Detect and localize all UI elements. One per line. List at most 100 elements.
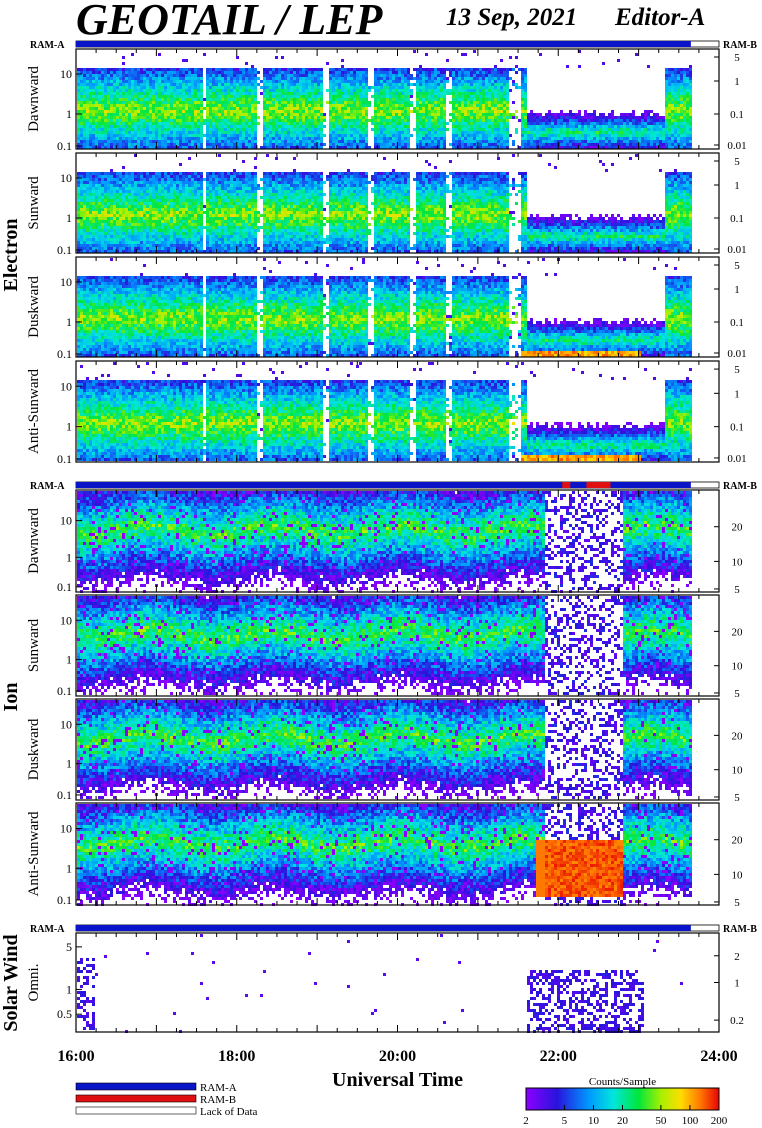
colorbar-tick-label: 2	[523, 1115, 529, 1127]
solar-wind-ram-bar-label-right: RAM-B	[723, 924, 757, 935]
colorbar-tick-label: 50	[655, 1115, 667, 1127]
left-tick-label: 5	[66, 940, 72, 954]
x-tick-label: 24:00	[700, 1048, 737, 1065]
legend-label-ram-a: RAM-A	[200, 1082, 237, 1094]
left-tick-label: 1	[66, 550, 72, 564]
spectrogram-6	[77, 700, 692, 799]
right-tick-label: 20	[732, 626, 744, 638]
x-tick-label: 22:00	[540, 1048, 577, 1065]
spectrogram-plot: RAM-A RAM-BRAM-A RAM-BRAM-A RAM-BDawnward 10…	[0, 0, 762, 1128]
left-tick-label: 1	[66, 107, 72, 121]
spectrogram-2	[77, 258, 692, 357]
panel-label: Anti-Sunward	[26, 811, 42, 896]
left-tick-label: 10	[60, 613, 72, 627]
left-tick-label: 10	[60, 379, 72, 393]
colorbar-tick-label: 100	[682, 1115, 699, 1127]
right-tick-label: 5	[734, 364, 740, 376]
right-tick-label: 5	[734, 584, 740, 596]
left-tick-label: 1	[66, 315, 72, 329]
spectrogram-5	[77, 596, 692, 695]
group-label-ion: Ion	[0, 683, 22, 712]
spectrogram-0	[77, 50, 692, 149]
right-tick-label: 1	[734, 76, 740, 88]
left-tick-label: 1	[66, 982, 72, 996]
right-tick-label: 0.01	[727, 348, 746, 360]
x-axis-title: Universal Time	[332, 1069, 463, 1091]
legend-swatch-ram-a	[76, 1083, 196, 1090]
electron-ram-bar-ram-a	[76, 41, 691, 47]
left-tick-label: 1	[66, 757, 72, 771]
x-tick-label: 18:00	[218, 1048, 255, 1065]
left-tick-label: 1	[66, 653, 72, 667]
colorbar-tick-label: 20	[617, 1115, 629, 1127]
legend-swatch-ram-b	[76, 1095, 196, 1102]
spectrogram-7	[77, 804, 692, 906]
ion-ram-b-segment	[586, 482, 610, 488]
panel-label: Duskward	[26, 276, 42, 338]
right-tick-label: 0.1	[730, 109, 744, 121]
right-tick-label: 1	[734, 180, 740, 192]
left-tick-label: 1	[66, 420, 72, 434]
ion-ram-bar-label-left: RAM-A	[30, 481, 65, 492]
right-tick-label: 0.2	[730, 1015, 744, 1027]
legend-swatch-lack	[76, 1107, 196, 1114]
left-tick-label: 10	[60, 67, 72, 81]
left-tick-label: 0.1	[57, 347, 72, 361]
left-tick-label: 0.1	[57, 893, 72, 907]
left-tick-label: 0.1	[57, 452, 72, 466]
panel-label: Anti-Sunward	[26, 369, 42, 454]
panel-label: Sunward	[26, 618, 42, 672]
left-tick-label: 0.1	[57, 788, 72, 802]
left-tick-label: 10	[60, 171, 72, 185]
colorbar-title: Counts/Sample	[589, 1076, 656, 1088]
right-tick-label: 2	[734, 951, 740, 963]
panel-label: Dawnward	[26, 508, 42, 574]
ion-ram-b-segment	[562, 482, 570, 488]
solar-wind-ram-bar-ram-a	[76, 925, 691, 931]
left-tick-label: 0.1	[57, 580, 72, 594]
spectrogram-4	[77, 491, 692, 593]
legend-label-lack: Lack of Data	[200, 1106, 258, 1118]
right-tick-label: 5	[734, 260, 740, 272]
spectrogram-8	[77, 934, 683, 1033]
left-tick-label: 1	[66, 861, 72, 875]
spectrogram-1	[77, 154, 692, 253]
left-tick-label: 0.1	[57, 684, 72, 698]
right-tick-label: 5	[734, 52, 740, 64]
right-tick-label: 20	[732, 835, 744, 847]
right-tick-label: 0.1	[730, 422, 744, 434]
right-tick-label: 1	[734, 284, 740, 296]
electron-ram-bar-label-right: RAM-B	[723, 40, 757, 51]
electron-ram-bar-label-left: RAM-A	[30, 40, 65, 51]
right-tick-label: 5	[734, 897, 740, 909]
right-tick-label: 10	[732, 869, 744, 881]
left-tick-label: 10	[60, 275, 72, 289]
panel-label: Omni.	[26, 964, 42, 1002]
right-tick-label: 5	[734, 156, 740, 168]
left-tick-label: 10	[60, 717, 72, 731]
right-tick-label: 1	[734, 978, 740, 990]
left-tick-label: 10	[60, 822, 72, 836]
spectrogram-3	[77, 362, 692, 461]
left-tick-label: 0.5	[57, 1007, 72, 1021]
left-tick-label: 0.1	[57, 243, 72, 257]
legend-label-ram-b: RAM-B	[200, 1094, 236, 1106]
right-tick-label: 0.1	[730, 317, 744, 329]
right-tick-label: 1	[734, 388, 740, 400]
colorbar-tick-label: 5	[562, 1115, 568, 1127]
right-tick-label: 10	[732, 556, 744, 568]
ion-ram-bar-label-right: RAM-B	[723, 481, 757, 492]
right-tick-label: 5	[734, 688, 740, 700]
group-label-electron: Electron	[0, 219, 22, 292]
right-tick-label: 0.1	[730, 213, 744, 225]
x-tick-label: 20:00	[379, 1048, 416, 1065]
x-tick-label: 16:00	[57, 1048, 94, 1065]
colorbar-tick-label: 10	[588, 1115, 600, 1127]
solar-wind-ram-bar-label-left: RAM-A	[30, 924, 65, 935]
right-tick-label: 0.01	[727, 140, 746, 152]
right-tick-label: 0.01	[727, 453, 746, 465]
panel-label: Duskward	[26, 718, 42, 780]
group-label-solar-wind: Solar Wind	[0, 934, 22, 1031]
colorbar-tick-label: 200	[711, 1115, 728, 1127]
panel-label: Dawnward	[26, 66, 42, 132]
